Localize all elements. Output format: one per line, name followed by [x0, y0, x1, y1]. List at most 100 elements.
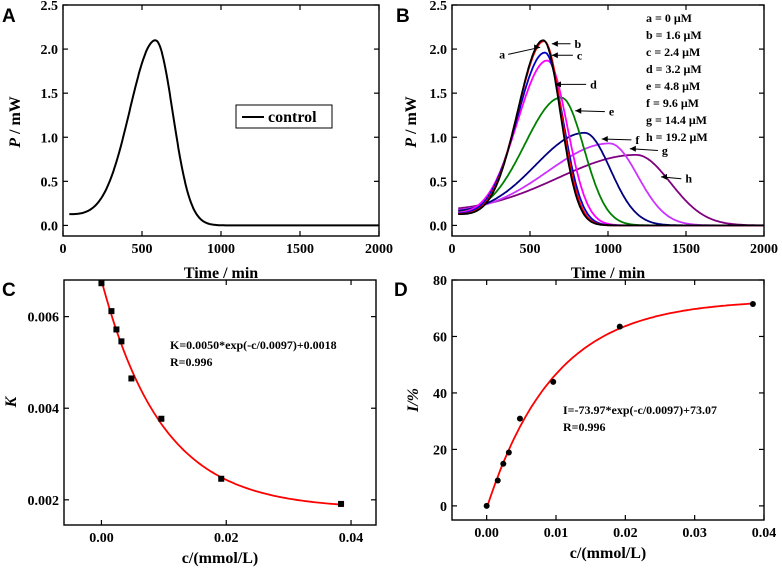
y-axis-title: P / mW	[403, 96, 420, 149]
y-tick-label: 2.0	[41, 43, 59, 58]
chart-a: 0 500 1000 1500 2000 0.0 0.5 1.0 1.5 2.0 2.5 contro…	[7, 0, 393, 282]
y-tick-label: 1.0	[430, 131, 448, 146]
curve-label-h: h	[685, 172, 692, 186]
x-tick-label: 500	[132, 242, 153, 257]
fit-r-value: R=0.996	[563, 420, 606, 434]
series-line-a	[458, 39, 764, 227]
curve-label-arrowhead	[661, 173, 668, 180]
fit-curve	[100, 279, 342, 506]
x-axis-title: c/(mmol/L)	[570, 545, 646, 562]
x-tick-label: 1000	[594, 242, 622, 257]
data-point	[500, 460, 507, 467]
panel-letter-d: D	[394, 280, 408, 301]
legend-entry: e = 4.8 μM	[646, 79, 700, 93]
data-point	[483, 502, 490, 509]
series-line-f	[458, 131, 764, 227]
legend-entry: d = 3.2 μM	[646, 62, 702, 76]
chart-c: 0.00 0.02 0.04 0.002 0.004 0.006 K=0.0050*exp(…	[3, 279, 377, 567]
curve-label-arrowhead	[534, 44, 541, 51]
y-tick-label: 2.0	[430, 43, 448, 58]
x-tick-label: 1500	[672, 242, 700, 257]
x-axis-title: Time / min	[571, 265, 645, 282]
y-tick-label: 20	[433, 443, 447, 458]
curve-label-g: g	[662, 143, 668, 157]
y-tick-label: 0.0	[430, 219, 448, 234]
legend-entry: f = 9.6 μM	[646, 96, 699, 110]
plot-frame	[451, 279, 765, 521]
data-point	[113, 326, 120, 333]
curve-label-e: e	[609, 105, 615, 119]
series-line-control	[69, 39, 379, 227]
legend-label: control	[268, 109, 317, 126]
data-point	[494, 477, 501, 484]
panel-letter-b: B	[396, 6, 410, 27]
legend-entry: a = 0 μM	[646, 11, 692, 25]
x-tick-label: 0.00	[474, 526, 499, 541]
y-axis-title: I/%	[405, 388, 422, 413]
x-axis-title: c/(mmol/L)	[182, 550, 258, 567]
fit-equation: K=0.0050*exp(-c/0.0097)+0.0018	[170, 338, 337, 352]
y-axis-title: P / mW	[7, 96, 24, 149]
x-tick-label: 2000	[750, 242, 778, 257]
curve-label-a: a	[499, 47, 505, 61]
curve-label-arrowhead	[575, 107, 582, 114]
y-axis-title-unit: / mW	[7, 96, 24, 138]
x-tick-label: 0.04	[339, 531, 364, 546]
curve-label-arrowhead	[629, 145, 636, 152]
x-tick-label: 0	[60, 242, 67, 257]
y-tick-label: 0.5	[430, 175, 448, 190]
curve-label-arrowhead	[551, 52, 558, 59]
y-tick-label: 0.0	[41, 219, 59, 234]
panel-letter-a: A	[2, 6, 16, 27]
y-tick-label: 0.006	[28, 311, 60, 326]
x-tick-label: 0.02	[214, 531, 239, 546]
curve-label-f: f	[635, 133, 640, 147]
y-tick-label: 1.5	[430, 87, 448, 102]
fit-equation: I=-73.97*exp(-c/0.0097)+73.07	[563, 403, 717, 417]
data-point	[338, 500, 345, 507]
x-tick-label: 0.01	[544, 526, 569, 541]
y-tick-label: 2.5	[41, 0, 59, 14]
x-tick-label: 0.03	[682, 526, 707, 541]
y-axis-title-unit: / mW	[403, 96, 420, 138]
x-tick-label: 0.00	[89, 531, 114, 546]
curve-label-b: b	[575, 37, 582, 51]
x-tick-label: 0.02	[613, 526, 638, 541]
legend-entry: b = 1.6 μM	[646, 28, 702, 42]
y-axis-title-var: P	[403, 138, 420, 149]
x-tick-label: 0	[449, 242, 456, 257]
y-tick-label: 0.004	[28, 402, 60, 417]
x-axis-title: Time / min	[184, 265, 258, 282]
y-axis-title: K	[3, 395, 20, 408]
series-line-h	[458, 154, 765, 227]
chart-b: 0 500 1000 1500 2000 0.0 0.5 1.0 1.5 2.0 2.5 a bc de f…	[403, 0, 778, 282]
y-tick-label: 0	[440, 500, 447, 515]
y-tick-label: 0.5	[41, 175, 59, 190]
x-tick-label: 1500	[286, 242, 314, 257]
curve-label-arrowhead	[601, 136, 608, 143]
panel-letter-c: C	[2, 280, 16, 301]
curve-label-arrowhead	[554, 81, 561, 88]
y-tick-label: 1.0	[41, 131, 59, 146]
x-tick-label: 2000	[365, 242, 393, 257]
legend-entry: g = 14.4 μM	[646, 113, 707, 127]
y-tick-label: 40	[433, 387, 447, 402]
y-tick-label: 0.002	[28, 494, 60, 509]
legend-entry: h = 19.2 μM	[646, 130, 708, 144]
x-tick-label: 0.04	[752, 526, 777, 541]
y-tick-label: 2.5	[430, 0, 448, 14]
data-point	[98, 280, 105, 287]
y-tick-label: 1.5	[41, 87, 59, 102]
data-point	[218, 475, 225, 482]
y-axis-title-var: P	[7, 138, 24, 149]
data-point	[158, 415, 165, 422]
y-tick-label: 80	[433, 274, 447, 289]
data-point	[505, 449, 512, 456]
legend-entry: c = 2.4 μM	[646, 45, 700, 59]
data-point	[128, 375, 135, 382]
y-tick-label: 60	[433, 330, 447, 345]
data-point	[749, 301, 756, 307]
x-tick-label: 1000	[207, 242, 235, 257]
data-point	[108, 308, 115, 315]
